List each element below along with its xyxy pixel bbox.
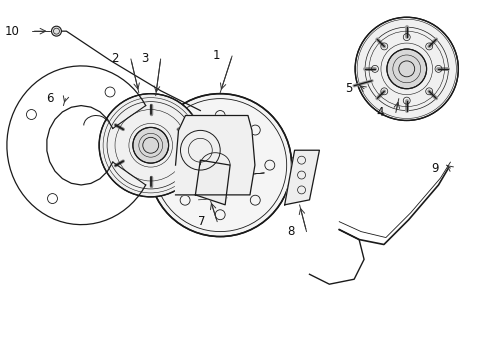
Text: 3: 3 bbox=[142, 53, 149, 66]
Circle shape bbox=[191, 135, 250, 195]
Text: 4: 4 bbox=[376, 106, 384, 119]
Circle shape bbox=[355, 17, 458, 121]
Text: 7: 7 bbox=[198, 215, 205, 228]
Text: 9: 9 bbox=[431, 162, 439, 175]
Text: 10: 10 bbox=[5, 24, 20, 38]
Text: 8: 8 bbox=[287, 225, 294, 238]
Circle shape bbox=[133, 127, 169, 163]
Polygon shape bbox=[285, 150, 319, 205]
Text: 1: 1 bbox=[213, 49, 220, 63]
Text: 5: 5 bbox=[345, 82, 352, 95]
Circle shape bbox=[99, 94, 202, 197]
Text: 6: 6 bbox=[46, 92, 53, 105]
Circle shape bbox=[51, 26, 61, 36]
Circle shape bbox=[387, 49, 427, 89]
Text: 2: 2 bbox=[112, 53, 119, 66]
Polygon shape bbox=[196, 160, 230, 205]
Polygon shape bbox=[175, 116, 255, 195]
Circle shape bbox=[149, 94, 292, 237]
